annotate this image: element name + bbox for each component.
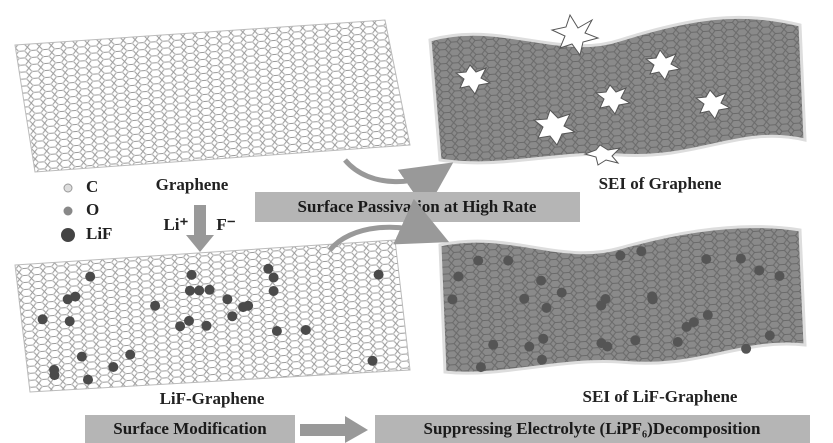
lif-particle — [194, 286, 204, 296]
lif-particle — [227, 311, 237, 321]
lif-particle — [519, 294, 529, 304]
lif-particle — [301, 325, 311, 335]
lif-particle — [187, 270, 197, 280]
lif-particle — [557, 288, 567, 298]
lif-particle — [673, 337, 683, 347]
right-arrow — [300, 416, 368, 443]
legend-c-dot — [64, 184, 72, 192]
lif-particle — [775, 271, 785, 281]
lif-particle — [689, 317, 699, 327]
label: Graphene — [156, 175, 229, 194]
lif-particle — [269, 273, 279, 283]
lif-particle — [368, 356, 378, 366]
lif-particle — [537, 355, 547, 365]
lif-particle — [648, 294, 658, 304]
page: {"legend": {"c": "C", "o": "O", "lif": "… — [0, 0, 833, 443]
legend-c: C — [86, 177, 98, 196]
lif-particle — [77, 352, 87, 362]
lif-particle — [703, 310, 713, 320]
down-arrow — [186, 205, 214, 252]
lif-particle — [476, 362, 486, 372]
lif-particle — [150, 301, 160, 311]
lif-particle — [503, 256, 513, 266]
lif-particle — [602, 342, 612, 352]
process-label: Surface Passivation at High Rate — [298, 197, 537, 216]
lif-particle — [636, 246, 646, 256]
lif-graphene-sheet — [15, 240, 410, 392]
graphene-sheet — [15, 20, 410, 172]
lif-particle — [630, 335, 640, 345]
step-label: Suppressing Electrolyte (LiPF₆)Decomposi… — [424, 419, 761, 438]
lif-particle — [524, 342, 534, 352]
lif-particle — [754, 266, 764, 276]
sei-sheet — [430, 17, 805, 163]
lif-particle — [488, 340, 498, 350]
lif-particle — [125, 350, 135, 360]
lif-particle — [269, 286, 279, 296]
lif-particle — [202, 321, 212, 331]
lif-particle — [83, 375, 93, 385]
ion: Li⁺ — [163, 215, 188, 234]
lif-particle — [447, 294, 457, 304]
lif-particle — [185, 286, 195, 296]
lif-particle — [85, 272, 95, 282]
lif-particle — [38, 314, 48, 324]
lif-particle — [601, 294, 611, 304]
lif-particle — [615, 251, 625, 261]
legend-o: O — [86, 200, 99, 219]
lif-particle — [453, 272, 463, 282]
label: SEI of LiF-Graphene — [583, 387, 738, 406]
lif-particle — [374, 270, 384, 280]
lif-particle — [473, 256, 483, 266]
lif-particle — [272, 326, 282, 336]
lif-particle — [205, 285, 215, 295]
lif-particle — [765, 331, 775, 341]
label: SEI of Graphene — [599, 174, 722, 193]
label: LiF-Graphene — [160, 389, 265, 408]
lif-particle — [542, 303, 552, 313]
legend-lif: LiF — [86, 224, 112, 243]
legend-lif-dot — [61, 228, 75, 242]
lif-particle — [70, 292, 80, 302]
lif-particle — [243, 301, 253, 311]
lif-particle — [741, 344, 751, 354]
lif-particle — [108, 362, 118, 372]
lif-particle — [222, 294, 232, 304]
arrow — [345, 160, 445, 182]
lif-particle — [701, 254, 711, 264]
lif-particle — [263, 264, 273, 274]
lif-particle — [65, 316, 75, 326]
legend-o-dot — [64, 207, 73, 216]
lif-particle — [50, 370, 60, 380]
lif-particle — [736, 254, 746, 264]
lif-particle — [538, 334, 548, 344]
lif-particle — [175, 321, 185, 331]
ion: F⁻ — [216, 215, 235, 234]
lif-particle — [536, 276, 546, 286]
step-label: Surface Modification — [113, 419, 267, 438]
lif-particle — [184, 316, 194, 326]
figure: C O LiF Graphene SEI of Graphene Surface… — [0, 0, 833, 443]
